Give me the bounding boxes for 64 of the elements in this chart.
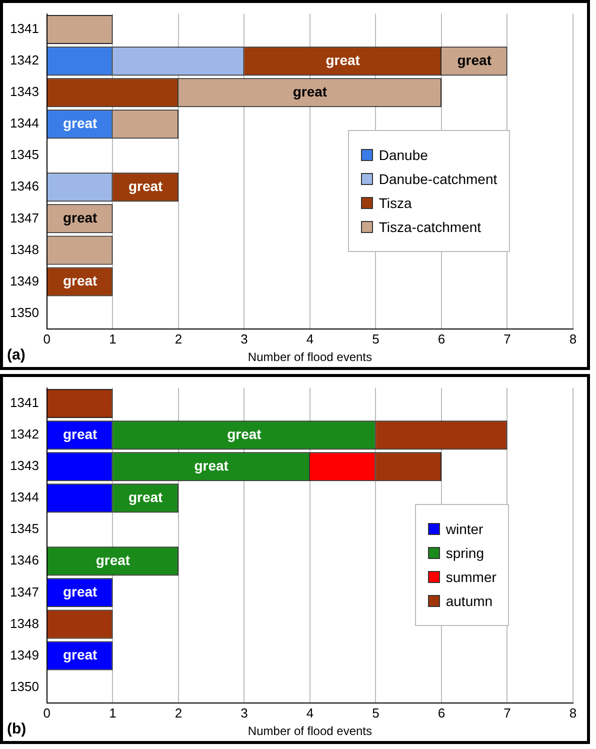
y-tick-label: 1345	[10, 147, 39, 162]
y-tick-label: 1343	[10, 84, 39, 100]
legend-label: Danube-catchment	[378, 171, 498, 188]
y-tick-label: 1348	[10, 242, 39, 257]
data-label: great	[62, 426, 98, 442]
data-label: great	[128, 178, 164, 194]
y-tick-label: 1346	[10, 552, 39, 568]
x-tick-label: 6	[438, 705, 446, 720]
x-axis-title: Number of flood events	[248, 350, 372, 364]
legend-label: winter	[446, 521, 484, 538]
x-tick-label: 3	[240, 705, 248, 720]
data-label: great	[62, 210, 98, 226]
y-tick-label: 1344	[10, 116, 39, 131]
data-label: great	[96, 552, 130, 568]
legend-label: spring	[446, 545, 484, 562]
y-tick-label: 1347	[10, 584, 39, 600]
y-tick-label: 1341	[10, 395, 39, 410]
x-tick-label: 5	[372, 705, 380, 720]
y-tick-label: 1341	[10, 21, 39, 36]
legend-label: Tisza	[378, 195, 412, 212]
x-tick-label: 7	[504, 331, 511, 346]
x-axis-title: Number of flood events	[248, 724, 372, 738]
y-tick-label: 1348	[10, 616, 39, 631]
x-tick-label: 1	[109, 705, 116, 720]
y-tick-label: 1345	[10, 521, 39, 536]
y-tick-label: 1342	[10, 52, 39, 68]
data-label: great	[326, 52, 360, 68]
data-label: great	[457, 52, 492, 68]
x-tick-label: 1	[109, 331, 116, 346]
x-tick-label: 2	[174, 331, 182, 346]
x-tick-label: 7	[504, 705, 511, 720]
data-label: great	[62, 646, 98, 663]
data-label: great	[292, 83, 328, 100]
x-tick-label: 4	[306, 705, 314, 720]
y-tick-label: 1343	[10, 458, 39, 474]
legend-label: autumn	[446, 593, 493, 610]
data-label: great	[128, 488, 164, 505]
y-tick-label: 1342	[10, 426, 39, 442]
x-tick-label: 6	[438, 331, 446, 346]
data-label: great	[62, 584, 98, 600]
x-tick-label: 0	[43, 331, 51, 346]
legend-label: Tisza-catchment	[378, 219, 482, 236]
y-tick-label: 1350	[10, 304, 39, 320]
y-tick-label: 1344	[10, 490, 39, 505]
x-tick-label: 2	[174, 705, 182, 720]
data-label: great	[62, 272, 98, 289]
x-tick-label: 5	[372, 331, 380, 346]
y-tick-label: 1350	[10, 678, 39, 694]
y-tick-label: 1349	[10, 647, 39, 662]
legend-label: summer	[446, 569, 496, 586]
y-tick-label: 1347	[10, 210, 39, 226]
x-tick-label: 4	[306, 331, 314, 346]
y-tick-label: 1349	[10, 273, 39, 288]
x-tick-label: 8	[569, 705, 577, 720]
legend-label: Danube	[378, 147, 428, 164]
text: (b)	[7, 720, 26, 738]
data-label: great	[194, 457, 229, 474]
x-tick-label: 8	[569, 331, 577, 346]
x-tick-label: 0	[43, 705, 51, 720]
data-label: great	[227, 426, 262, 442]
text: (a)	[7, 346, 26, 364]
x-tick-label: 3	[240, 331, 248, 346]
y-tick-label: 1346	[10, 178, 39, 194]
data-label: great	[62, 114, 98, 131]
